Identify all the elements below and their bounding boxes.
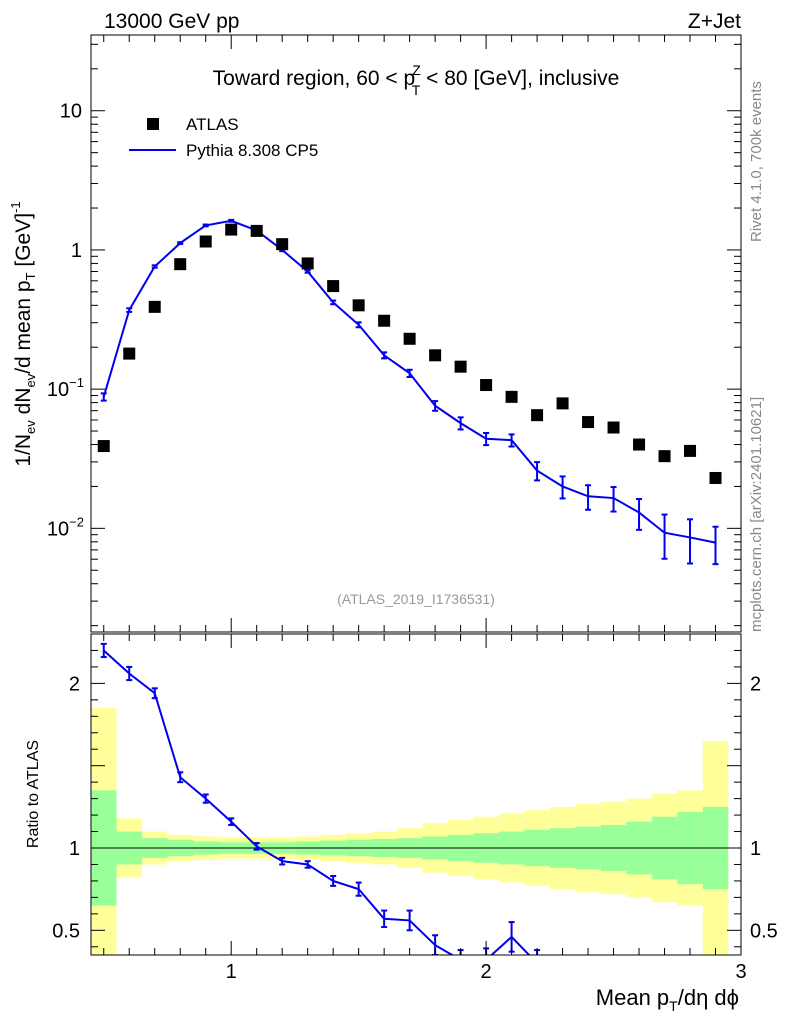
top-y-tick-label: 1 bbox=[71, 240, 82, 262]
y-axis-label: 1/Nev dNev/d mean pT [GeV]-1 bbox=[8, 201, 38, 466]
top-y-tick-label: 10−2 bbox=[47, 514, 84, 540]
ratio-y-tick-label-right: 1 bbox=[750, 838, 761, 860]
legend-label-pythia: Pythia 8.308 CP5 bbox=[186, 141, 318, 160]
pythia-line bbox=[102, 219, 716, 544]
ratio-y-tick-label-right: 2 bbox=[750, 673, 761, 695]
atlas-point bbox=[582, 416, 595, 429]
atlas-point bbox=[327, 280, 340, 293]
atlas-point bbox=[378, 314, 391, 327]
ratio-y-tick-label: 1 bbox=[69, 838, 80, 860]
x-tick-label: 1 bbox=[226, 961, 237, 983]
atlas-point bbox=[505, 390, 518, 403]
ratio-y-tick-label-right: 0.5 bbox=[750, 920, 778, 942]
main-panel: 10 1 10−1 10−2 Toward region, 60 < pZ T < 80… bbox=[8, 34, 742, 633]
atlas-point bbox=[429, 349, 442, 362]
analysis-id: (ATLAS_2019_I1736531) bbox=[337, 591, 495, 607]
x-axis-label: Mean pT/dη dϕ bbox=[596, 985, 739, 1014]
atlas-point bbox=[607, 421, 620, 434]
header-process: Z+Jet bbox=[688, 10, 741, 33]
ratio-y-tick-label: 0.5 bbox=[52, 920, 80, 942]
atlas-point bbox=[276, 238, 289, 251]
atlas-point bbox=[403, 332, 416, 345]
mcplots-info: mcplots.cern.ch [arXiv:2401.10621] bbox=[748, 397, 765, 632]
atlas-point bbox=[709, 471, 722, 484]
plot-title: Toward region, 60 < pZ T < 80 [GeV], incl… bbox=[213, 62, 620, 98]
atlas-point bbox=[633, 438, 646, 451]
legend-marker-atlas bbox=[147, 118, 159, 130]
x-tick-label: 3 bbox=[735, 961, 746, 983]
top-y-tick-label: 10 bbox=[60, 101, 82, 123]
atlas-point bbox=[352, 299, 365, 312]
ratio-y-label: Ratio to ATLAS bbox=[25, 740, 42, 848]
main-frame bbox=[90, 34, 742, 633]
atlas-point bbox=[658, 450, 671, 463]
atlas-point bbox=[556, 397, 569, 410]
legend: ATLAS Pythia 8.308 CP5 bbox=[129, 115, 318, 160]
atlas-point bbox=[301, 257, 314, 270]
ratio-frame bbox=[90, 633, 742, 956]
ratio-line bbox=[103, 649, 531, 955]
header-energy: 13000 GeV pp bbox=[104, 10, 239, 33]
atlas-point bbox=[97, 440, 110, 453]
ratio-y-tick-label: 2 bbox=[69, 673, 80, 695]
atlas-point bbox=[174, 258, 187, 271]
atlas-point bbox=[199, 235, 212, 248]
x-tick-label: 2 bbox=[481, 961, 492, 983]
top-y-tick-label: 10−1 bbox=[47, 375, 84, 401]
legend-label-atlas: ATLAS bbox=[186, 115, 239, 134]
atlas-point bbox=[454, 360, 467, 373]
atlas-point bbox=[531, 409, 544, 422]
ratio-panel: 1 2 30.5 0.51 12 2 Ratio to ATLAS Mean pT/dη … bbox=[25, 633, 778, 1014]
atlas-point bbox=[480, 379, 493, 392]
atlas-point bbox=[684, 444, 697, 457]
atlas-point bbox=[250, 224, 263, 237]
rivet-info: Rivet 4.1.0, 700k events bbox=[748, 81, 765, 242]
atlas-point bbox=[148, 300, 161, 313]
atlas-point bbox=[225, 223, 238, 236]
atlas-point bbox=[123, 347, 136, 360]
